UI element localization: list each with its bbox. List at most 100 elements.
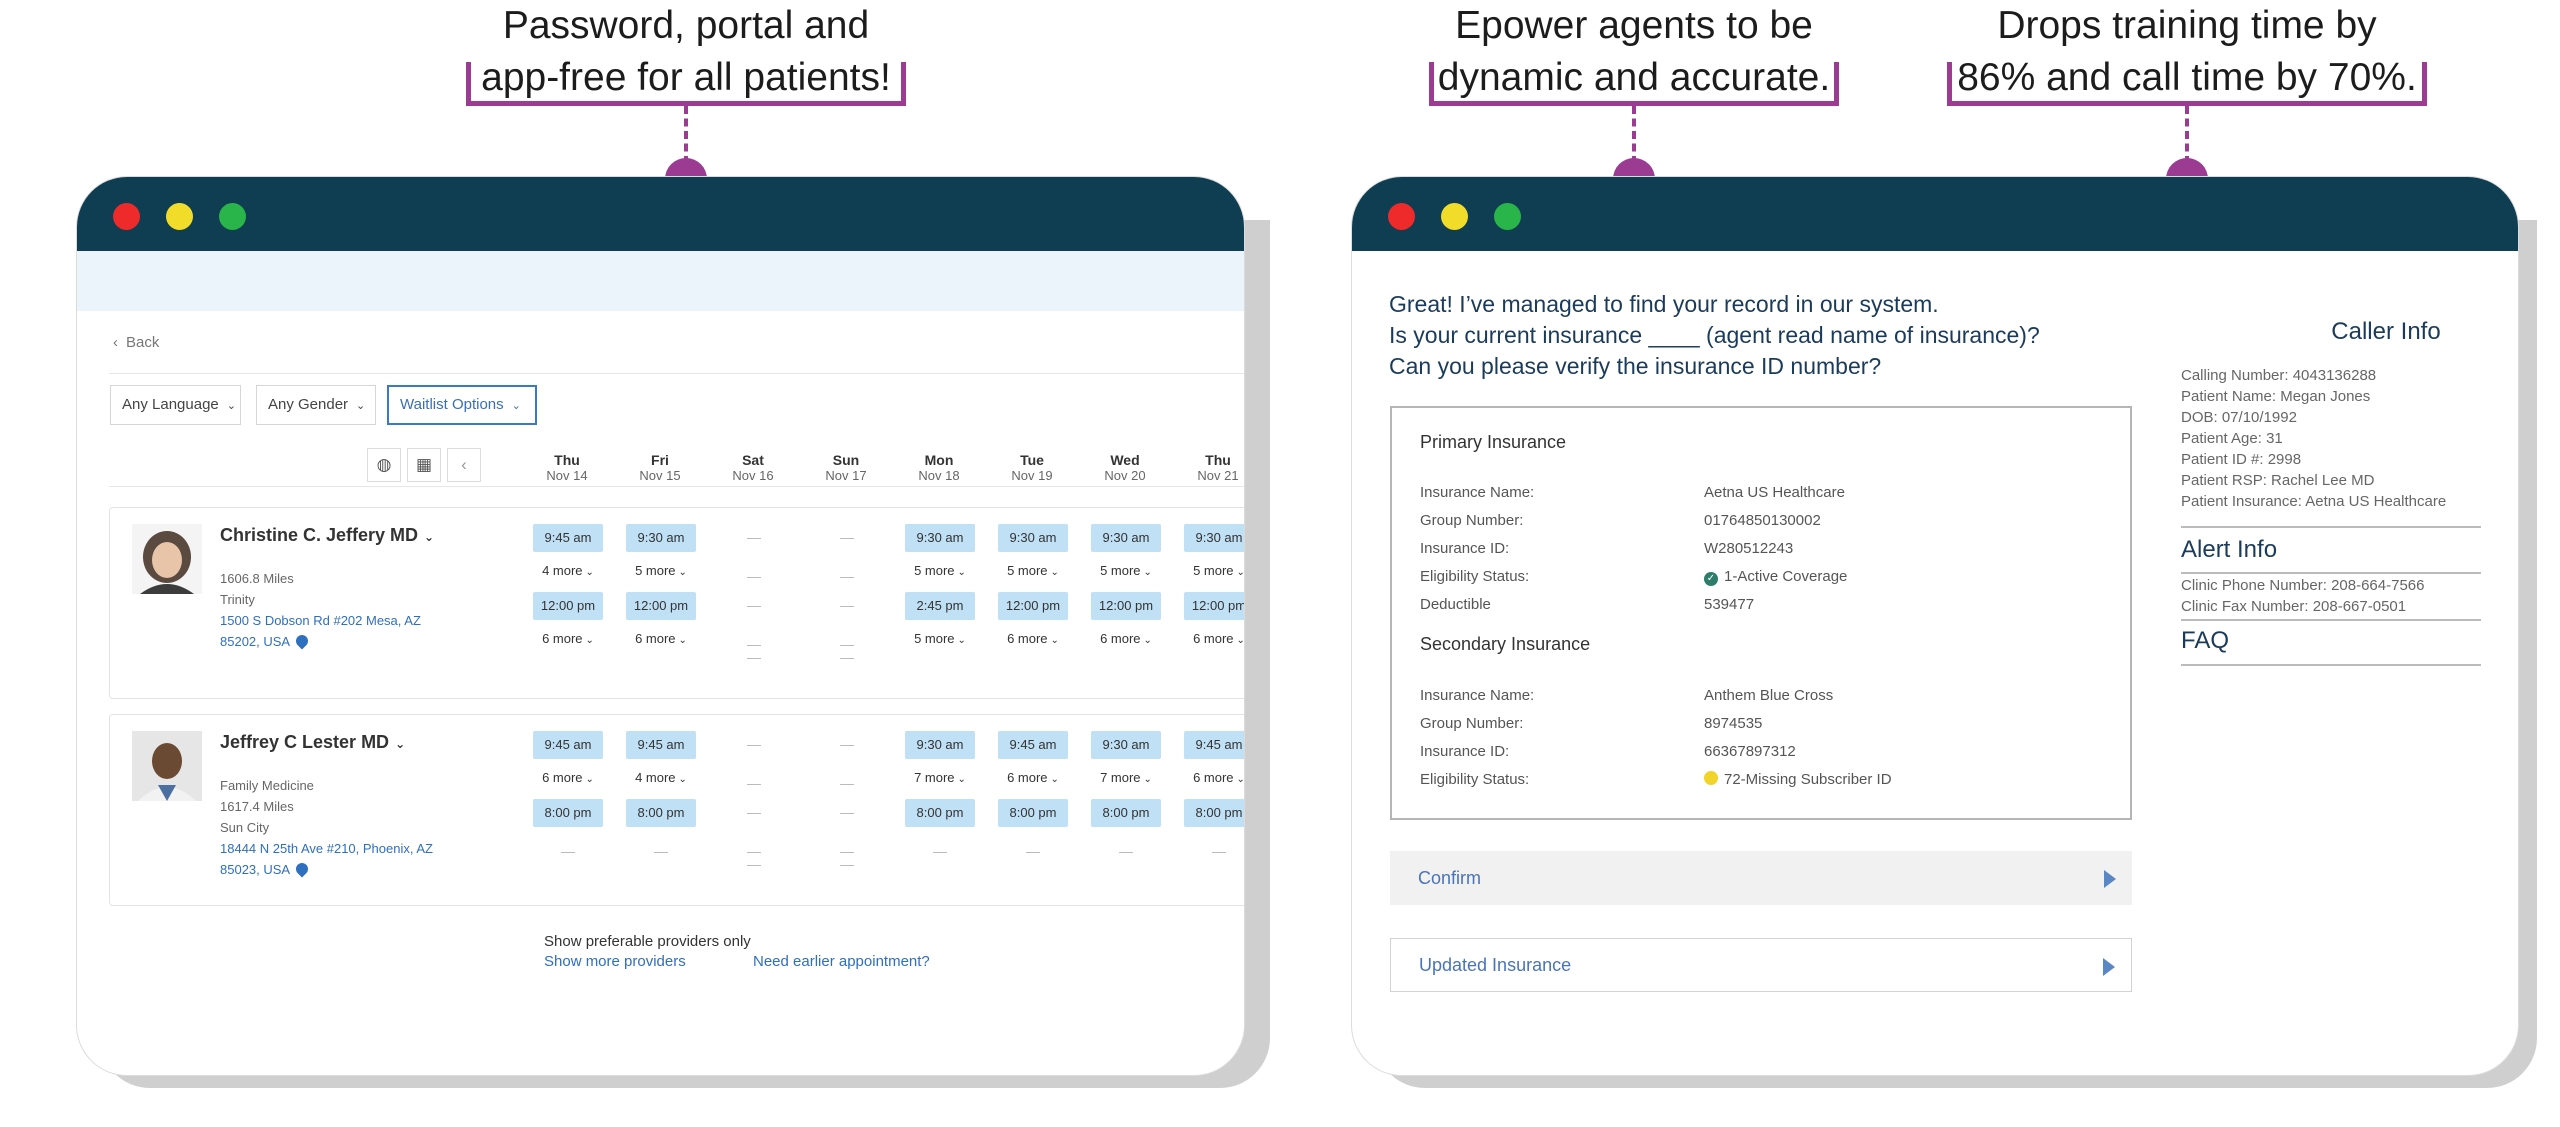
maximize-window-button[interactable] — [1494, 203, 1521, 230]
language-filter[interactable]: Any Language ⌄ — [110, 385, 241, 425]
caller-info-title: Caller Info — [2331, 318, 2441, 345]
time-slot-button[interactable]: 9:30 am — [905, 731, 975, 759]
row-label: Eligibility Status: — [1420, 568, 1530, 585]
confirm-button[interactable]: Confirm — [1390, 851, 2132, 905]
back-link[interactable]: ‹ Back — [113, 334, 167, 351]
more-slots-button[interactable]: 5 more ⌄ — [626, 563, 696, 578]
provider-address-line1[interactable]: 18444 N 25th Ave #210, Phoenix, AZ — [220, 841, 433, 856]
time-slot-button[interactable]: 8:00 pm — [1184, 799, 1244, 827]
more-slots-button[interactable]: 6 more ⌄ — [626, 631, 696, 646]
time-slot-button[interactable]: 9:30 am — [905, 524, 975, 552]
more-slots-button[interactable]: 5 more ⌄ — [1184, 563, 1244, 578]
row-value: 01764850130002 — [1704, 512, 1821, 529]
close-window-button[interactable] — [113, 203, 140, 230]
no-slot-dash — [840, 606, 854, 607]
provider-name[interactable]: Jeffrey C Lester MD ⌄ — [220, 732, 405, 753]
day-header[interactable]: Wed Nov 20 — [1085, 452, 1165, 484]
time-slot-button[interactable]: 9:45 am — [626, 731, 696, 759]
provider-name[interactable]: Christine C. Jeffery MD ⌄ — [220, 525, 434, 546]
callout-text-line2: 86% and call time by 70%. — [1957, 56, 2417, 99]
day-header[interactable]: Mon Nov 18 — [899, 452, 979, 484]
provider-address-line1[interactable]: 1500 S Dobson Rd #202 Mesa, AZ — [220, 613, 421, 628]
time-slot-button[interactable]: 12:00 pm — [533, 592, 603, 620]
more-slots-button[interactable]: 4 more ⌄ — [626, 770, 696, 785]
time-slot-button[interactable]: 12:00 pm — [626, 592, 696, 620]
language-filter-label: Any Language — [122, 396, 219, 413]
more-slots-button[interactable]: 5 more ⌄ — [905, 563, 975, 578]
more-slots-button[interactable]: 5 more ⌄ — [1091, 563, 1161, 578]
day-header[interactable]: Thu Nov 21 — [1178, 452, 1244, 484]
close-window-button[interactable] — [1388, 203, 1415, 230]
more-slots-button[interactable]: 6 more ⌄ — [998, 770, 1068, 785]
more-slots-button[interactable]: 6 more ⌄ — [533, 631, 603, 646]
faq-link[interactable]: FAQ — [2181, 627, 2230, 654]
show-more-providers-link[interactable]: Show more providers — [544, 953, 686, 970]
callout-text-line1: Epower agents to be — [1455, 4, 1813, 47]
globe-icon[interactable]: ◍ — [367, 448, 401, 482]
day-header[interactable]: Sun Nov 17 — [806, 452, 886, 484]
day-header[interactable]: Fri Nov 15 — [620, 452, 700, 484]
more-slots-button[interactable]: 7 more ⌄ — [905, 770, 975, 785]
time-slot-button[interactable]: 9:30 am — [626, 524, 696, 552]
time-slot-button[interactable]: 9:45 am — [998, 731, 1068, 759]
time-slot-button[interactable]: 12:00 pm — [1184, 592, 1244, 620]
time-slot-button[interactable]: 8:00 pm — [533, 799, 603, 827]
more-slots-label: 6 more — [542, 770, 583, 785]
more-slots-button[interactable]: 4 more ⌄ — [533, 563, 603, 578]
time-slot-button[interactable]: 12:00 pm — [998, 592, 1068, 620]
provider-address-line2[interactable]: 85202, USA — [220, 631, 421, 652]
no-slot-dash — [747, 538, 761, 539]
time-slot-button[interactable]: 9:30 am — [1091, 524, 1161, 552]
gender-filter[interactable]: Any Gender ⌄ — [256, 385, 376, 425]
chevron-down-icon: ⌄ — [356, 400, 366, 412]
more-slots-button[interactable]: 6 more ⌄ — [998, 631, 1068, 646]
time-slot-button[interactable]: 9:45 am — [533, 524, 603, 552]
waitlist-options-filter[interactable]: Waitlist Options ⌄ — [387, 385, 537, 425]
callout-text-line1: Drops training time by — [1997, 4, 2377, 47]
day-name: Mon — [924, 452, 954, 468]
primary-insurance-title: Primary Insurance — [1420, 432, 1567, 452]
time-slot-button[interactable]: 9:30 am — [998, 524, 1068, 552]
day-header[interactable]: Tue Nov 19 — [992, 452, 1072, 484]
more-slots-button[interactable]: 5 more ⌄ — [905, 631, 975, 646]
time-slot-button[interactable]: 8:00 pm — [626, 799, 696, 827]
time-slot-button[interactable]: 8:00 pm — [905, 799, 975, 827]
updated-insurance-button[interactable]: Updated Insurance — [1390, 938, 2132, 992]
time-slot-button[interactable]: 9:45 am — [533, 731, 603, 759]
time-slot-button[interactable]: 12:00 pm — [1091, 592, 1161, 620]
callout-stem — [1632, 106, 1636, 164]
time-slot-button[interactable]: 9:30 am — [1184, 524, 1244, 552]
callout-text-line2: dynamic and accurate. — [1437, 56, 1831, 99]
more-slots-button[interactable]: 7 more ⌄ — [1091, 770, 1161, 785]
row-value: Anthem Blue Cross — [1704, 687, 1834, 704]
caller-info-line: DOB: 07/10/1992 — [2181, 409, 2297, 426]
calendar-icon[interactable]: ▦ — [407, 448, 441, 482]
day-date: Nov 19 — [1011, 468, 1053, 483]
more-slots-button[interactable]: 6 more ⌄ — [1184, 770, 1244, 785]
day-header[interactable]: Thu Nov 14 — [527, 452, 607, 484]
need-earlier-appointment-link[interactable]: Need earlier appointment? — [753, 953, 930, 970]
day-header[interactable]: Sat Nov 16 — [713, 452, 793, 484]
more-slots-button[interactable]: 6 more ⌄ — [1184, 631, 1244, 646]
time-slot-button[interactable]: 8:00 pm — [998, 799, 1068, 827]
more-slots-button[interactable]: 5 more ⌄ — [998, 563, 1068, 578]
provider-address-line2[interactable]: 85023, USA — [220, 859, 433, 880]
time-slot-label: 8:00 pm — [637, 805, 685, 820]
map-pin-icon — [293, 632, 311, 650]
minimize-window-button[interactable] — [1441, 203, 1468, 230]
time-slot-button[interactable]: 9:45 am — [1184, 731, 1244, 759]
minimize-window-button[interactable] — [166, 203, 193, 230]
alert-info-title[interactable]: Alert Info — [2181, 536, 2278, 563]
more-slots-button[interactable]: 6 more ⌄ — [1091, 631, 1161, 646]
more-slots-button[interactable]: 6 more ⌄ — [533, 770, 603, 785]
prev-week-button[interactable]: ‹ — [447, 448, 481, 482]
updated-insurance-label: Updated Insurance — [1419, 955, 1572, 975]
preferable-providers-text[interactable]: Show preferable providers only — [544, 933, 751, 950]
provider-details: Family Medicine 1617.4 Miles Sun City 18… — [220, 775, 433, 880]
time-slot-button[interactable]: 2:45 pm — [905, 592, 975, 620]
time-slot-button[interactable]: 8:00 pm — [1091, 799, 1161, 827]
maximize-window-button[interactable] — [219, 203, 246, 230]
alert-info-line: Clinic Phone Number: 208-664-7566 — [2181, 577, 2425, 594]
chevron-down-icon: ⌄ — [678, 567, 687, 578]
time-slot-button[interactable]: 9:30 am — [1091, 731, 1161, 759]
